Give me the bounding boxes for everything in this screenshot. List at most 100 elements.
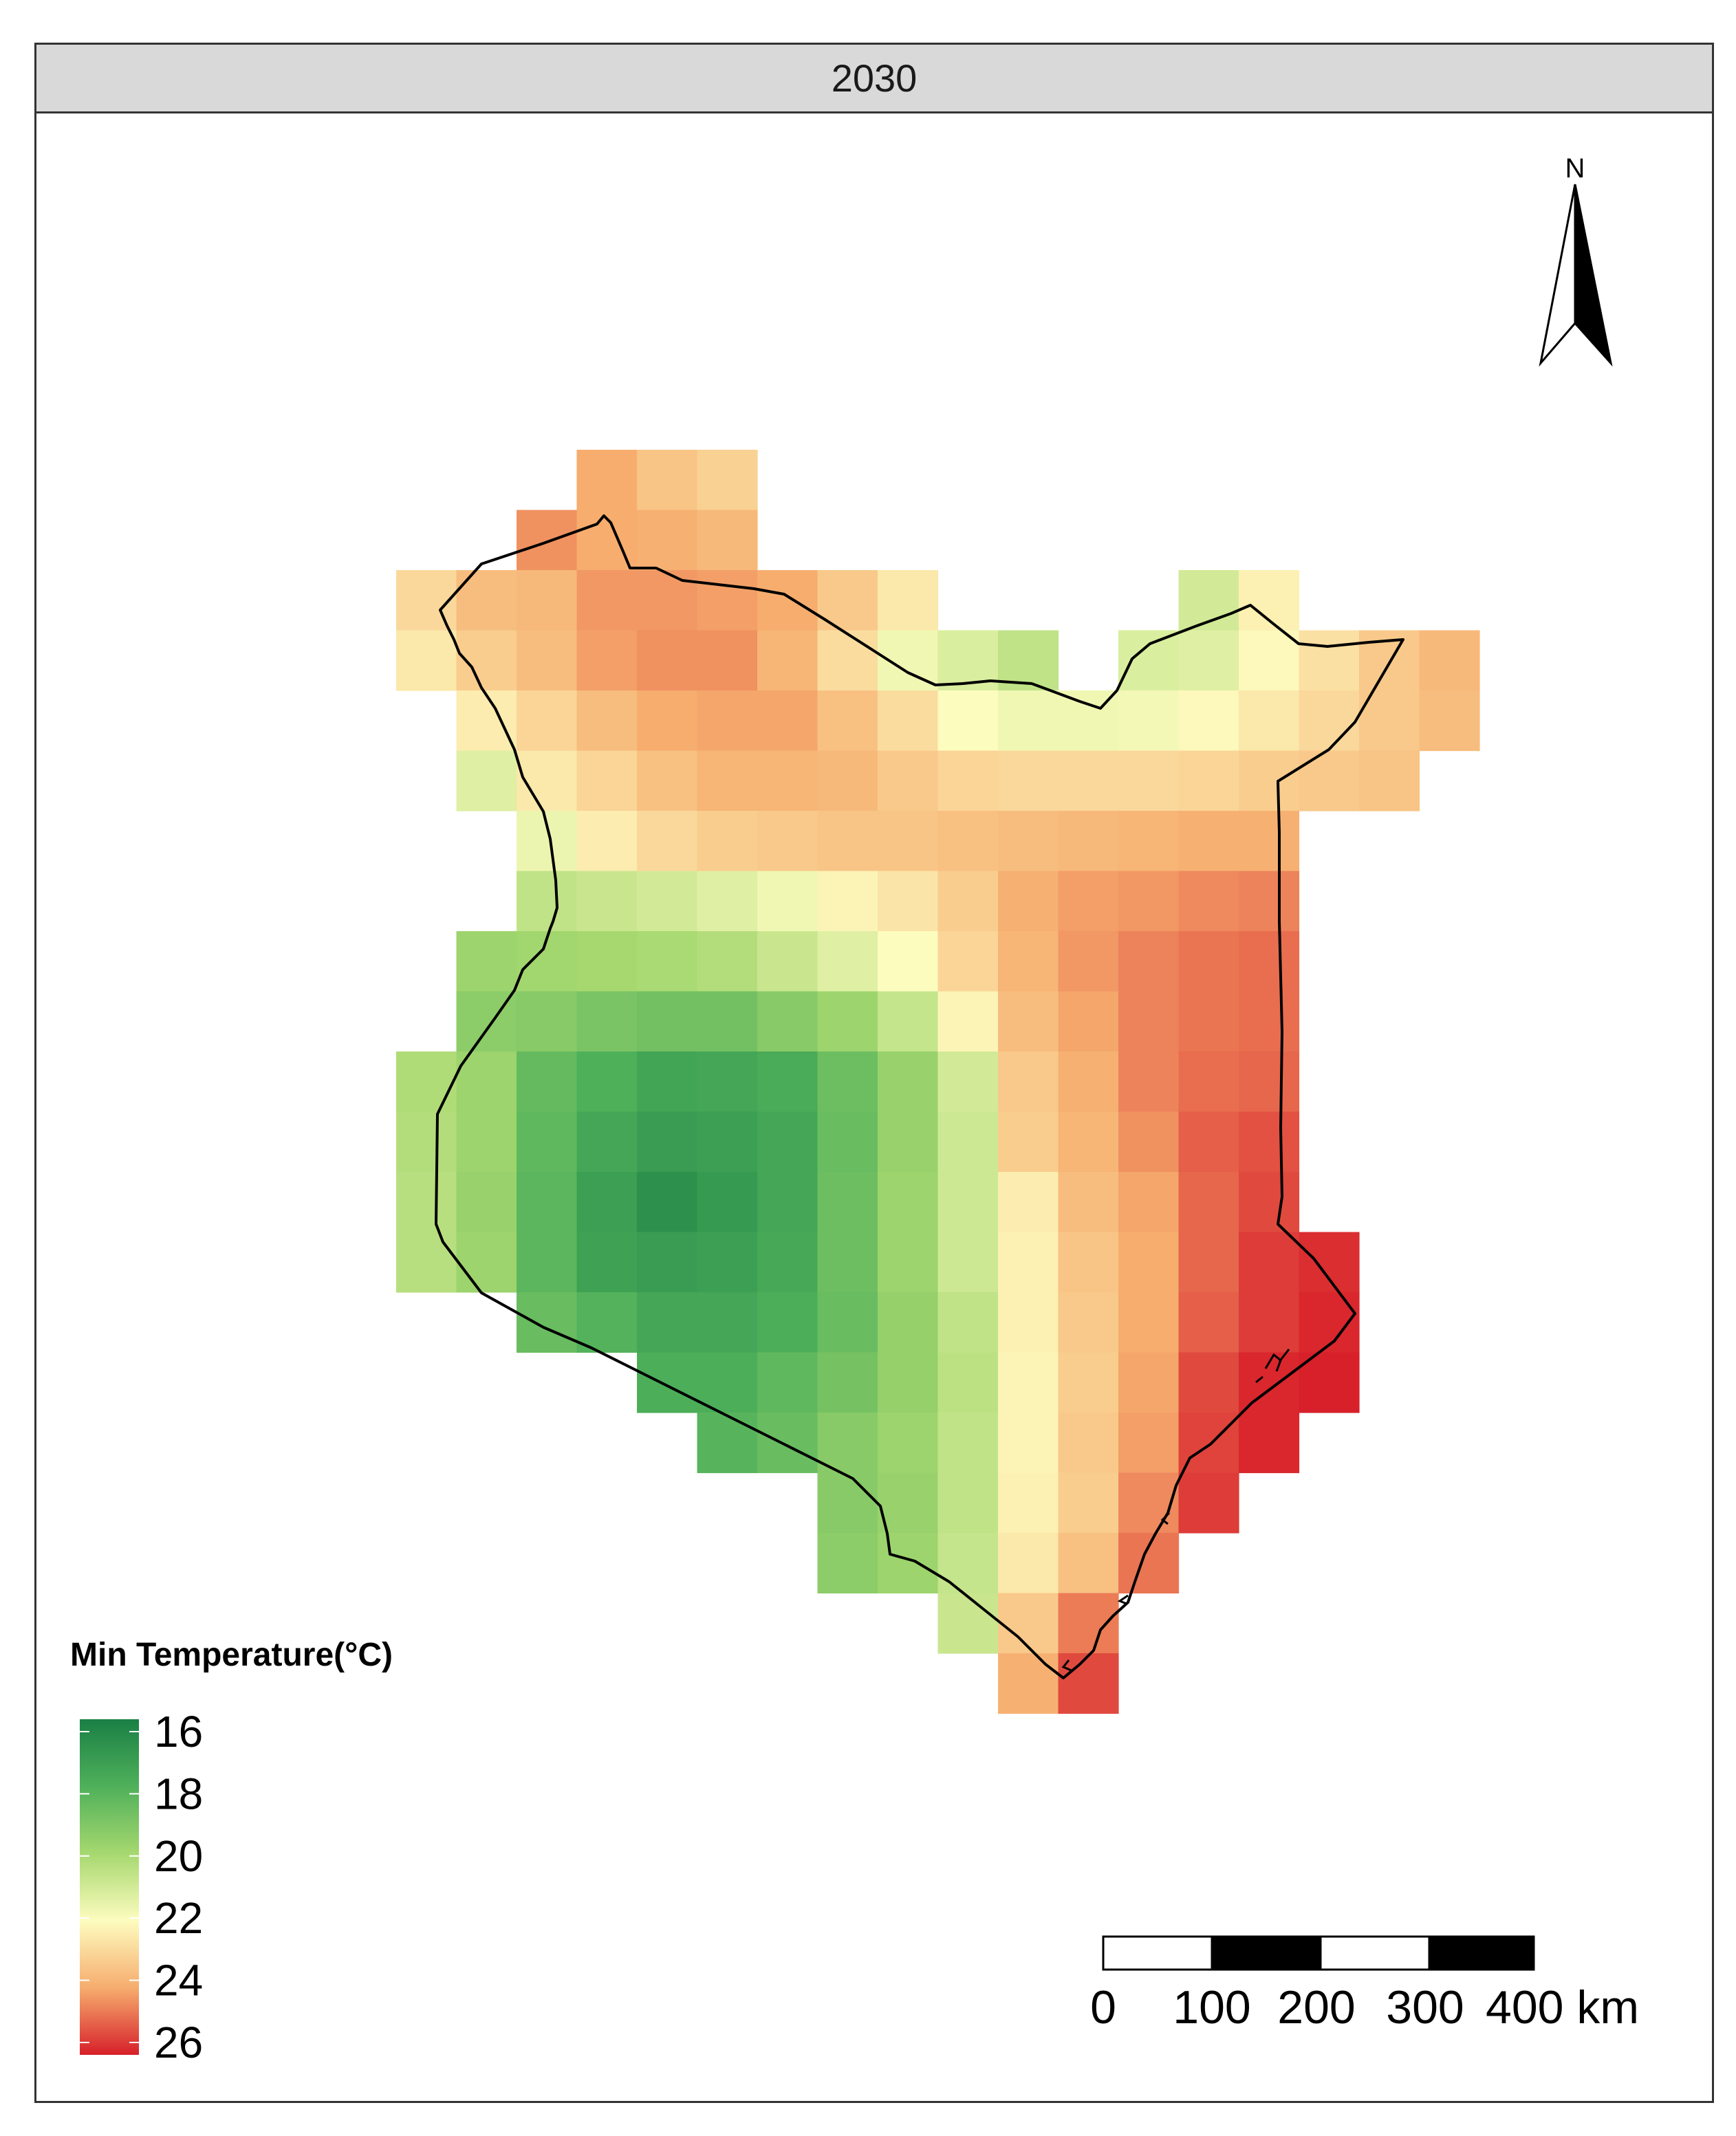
raster-cell	[998, 1653, 1059, 1714]
legend-tick-label: 22	[154, 1893, 203, 1943]
raster-cell	[697, 1111, 758, 1173]
raster-cell	[637, 630, 698, 691]
kenya-border-outline	[435, 514, 1404, 1679]
raster-cell	[576, 931, 638, 992]
raster-cell	[937, 1533, 999, 1594]
raster-cell	[1178, 1352, 1239, 1413]
raster-cell	[998, 1533, 1059, 1594]
raster-cell	[998, 811, 1059, 872]
raster-cell	[576, 1292, 638, 1353]
raster-cell	[697, 1292, 758, 1353]
raster-cell	[637, 510, 698, 571]
raster-cell	[517, 570, 578, 631]
raster-cell	[517, 750, 578, 811]
raster-cell	[576, 991, 638, 1052]
raster-cell	[1058, 991, 1119, 1052]
raster-cell	[396, 1172, 457, 1233]
raster-cell	[757, 1172, 818, 1233]
raster-cell	[637, 690, 698, 752]
raster-cell	[1239, 1413, 1300, 1474]
raster-cell	[817, 811, 878, 872]
raster-cell	[757, 1111, 818, 1173]
raster-cell	[1239, 1172, 1300, 1233]
raster-cell	[1058, 811, 1119, 872]
raster-cell	[937, 1472, 999, 1534]
raster-cell	[998, 991, 1059, 1052]
raster-cell	[1118, 1533, 1180, 1594]
scale-segment-3	[1319, 1935, 1431, 1971]
raster-cell	[937, 1352, 999, 1413]
raster-cell	[697, 991, 758, 1052]
raster-cell	[456, 1051, 517, 1113]
raster-cell	[998, 750, 1059, 811]
raster-cell	[637, 1111, 698, 1173]
raster-cell	[1058, 1111, 1119, 1173]
raster-cell	[937, 811, 999, 872]
raster-cell	[878, 1172, 939, 1233]
raster-cell	[576, 1172, 638, 1233]
raster-cell	[937, 1232, 999, 1293]
raster-cell	[1178, 1111, 1239, 1173]
legend-tick-label: 24	[154, 1956, 203, 2005]
raster-cell	[1118, 1111, 1180, 1173]
raster-cell	[937, 1172, 999, 1233]
raster-cell	[1239, 931, 1300, 992]
raster-cell	[1239, 811, 1300, 872]
raster-cell	[697, 931, 758, 992]
raster-cell	[1058, 1232, 1119, 1293]
raster-cell	[517, 1292, 578, 1353]
raster-cell	[697, 570, 758, 631]
raster-cell	[757, 1292, 818, 1353]
raster-cell	[1239, 871, 1300, 932]
raster-cell	[998, 1352, 1059, 1413]
raster-cell	[878, 1533, 939, 1594]
raster-cell	[517, 1111, 578, 1173]
raster-cell	[817, 750, 878, 811]
raster-cell	[878, 1413, 939, 1474]
raster-cell	[697, 1413, 758, 1474]
raster-cell	[817, 871, 878, 932]
raster-cell	[878, 1232, 939, 1293]
raster-cell	[517, 871, 578, 932]
raster-cell	[1058, 1352, 1119, 1413]
raster-cell	[576, 1111, 638, 1173]
legend-tick-label: 16	[154, 1707, 203, 1756]
raster-cell	[456, 1111, 517, 1173]
raster-cell	[878, 1292, 939, 1353]
raster-cell	[998, 1472, 1059, 1534]
raster-cell	[757, 630, 818, 691]
raster-cell	[456, 1172, 517, 1233]
raster-cell	[1178, 1232, 1239, 1293]
raster-cell	[456, 1232, 517, 1293]
raster-cell	[517, 991, 578, 1052]
raster-cell	[517, 510, 578, 571]
raster-cell	[1359, 690, 1420, 752]
scale-segment-4	[1428, 1935, 1535, 1971]
raster-cell	[817, 1051, 878, 1113]
raster-cell	[817, 1232, 878, 1293]
raster-cell	[1058, 1051, 1119, 1113]
raster-cell	[697, 450, 758, 511]
raster-cell	[1239, 630, 1300, 691]
raster-cell	[817, 991, 878, 1052]
raster-cell	[998, 1593, 1059, 1654]
raster-cell	[456, 750, 517, 811]
raster-cell	[998, 1232, 1059, 1293]
raster-cell	[1118, 1232, 1180, 1293]
raster-cell	[637, 871, 698, 932]
raster-cell	[1058, 1533, 1119, 1594]
raster-cell	[517, 1172, 578, 1233]
raster-cell	[1239, 1292, 1300, 1353]
legend-title: Min Temperature(°C)	[70, 1637, 393, 1673]
raster-cell	[937, 1051, 999, 1113]
raster-cell	[1419, 630, 1480, 691]
raster-cell	[697, 1172, 758, 1233]
raster-cell	[1239, 690, 1300, 752]
raster-cell	[937, 690, 999, 752]
raster-cell	[637, 570, 698, 631]
raster-cell	[757, 690, 818, 752]
raster-cell	[1359, 750, 1420, 811]
raster-cell	[1118, 1051, 1180, 1113]
raster-cell	[1178, 1051, 1239, 1113]
raster-cell	[1178, 630, 1239, 691]
